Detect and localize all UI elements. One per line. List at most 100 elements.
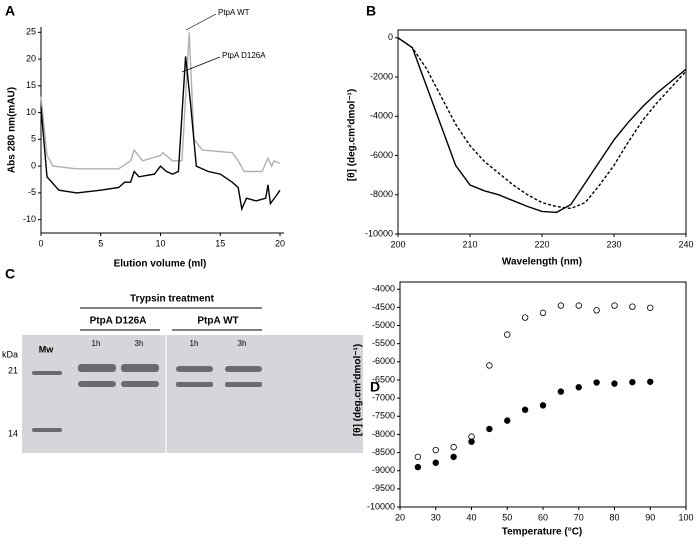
data-point [450, 443, 457, 451]
x-tick-label: 80 [609, 512, 619, 522]
group-label: PtpA WT [197, 316, 238, 327]
x-axis-title: Wavelength (nm) [502, 257, 582, 268]
y-tick-label: -5 [28, 187, 36, 197]
data-line [40, 32, 281, 173]
size-label: 14 [8, 428, 18, 438]
y-tick-label: -7500 [372, 411, 395, 421]
x-axis-title: Elution volume (ml) [114, 259, 207, 270]
y-tick-label: -10 [23, 214, 36, 224]
data-point [593, 379, 600, 386]
y-tick-label: 0 [31, 160, 36, 170]
y-tick-label: -6000 [370, 150, 393, 160]
treatment-label: Trypsin treatment [130, 294, 215, 305]
y-tick-label: -6000 [372, 356, 395, 366]
plot-frame [397, 29, 687, 235]
data-point [414, 453, 422, 461]
x-tick-label: 230 [606, 239, 621, 249]
data-point [504, 417, 511, 424]
y-tick-label: -5500 [372, 338, 395, 348]
y-tick-label: 5 [31, 134, 36, 144]
y-tick-label: 15 [26, 80, 36, 90]
data-point [611, 380, 618, 387]
y-tick-label: -9000 [372, 465, 395, 475]
x-tick-label: 210 [462, 239, 477, 249]
x-tick-label: 15 [215, 238, 225, 248]
lane-label: 3h [135, 339, 144, 348]
group-label: PtpA D126A [90, 316, 147, 327]
data-point [450, 453, 457, 461]
annotation-arrow [185, 13, 217, 31]
data-point [539, 402, 547, 409]
data-point [432, 446, 439, 454]
x-tick-label: 30 [431, 512, 441, 522]
x-tick-label: 60 [538, 512, 548, 522]
data-point [486, 425, 493, 433]
annotation: PtpA D126A [222, 51, 266, 60]
data-point [414, 463, 422, 471]
data-point [557, 388, 565, 395]
y-tick-label: -8500 [372, 447, 395, 457]
marker-label: Mw [39, 344, 54, 354]
data-point [629, 378, 636, 386]
y-tick-label: -9500 [372, 483, 395, 493]
data-point [611, 302, 618, 309]
y-tick-label: 20 [26, 53, 36, 63]
panel-label: B [366, 3, 376, 19]
size-label: 21 [8, 365, 18, 375]
y-tick-label: 10 [26, 107, 36, 117]
data-point [647, 304, 654, 311]
data-line [397, 37, 687, 214]
data-point [468, 438, 475, 445]
y-tick-label: -4000 [370, 111, 393, 121]
y-tick-label: -4500 [372, 302, 395, 312]
x-tick-label: 20 [395, 512, 405, 522]
y-tick-label: -8000 [372, 429, 395, 439]
data-point [486, 362, 493, 369]
lane-label: 1h [190, 339, 199, 348]
y-tick-label: 25 [26, 27, 36, 37]
x-tick-label: 10 [155, 238, 165, 248]
data-point [521, 314, 529, 321]
x-tick-label: 240 [678, 239, 693, 249]
x-tick-label: 40 [466, 512, 476, 522]
panel-label: A [5, 3, 15, 19]
y-tick-label: -5000 [372, 320, 395, 330]
y-tick-label: -8000 [370, 189, 393, 199]
data-point [504, 331, 511, 338]
data-point [647, 378, 654, 385]
unit-label: kDa [2, 349, 18, 359]
gel-panel: C Trypsin treatment PtpA D126A PtpA WT 1… [2, 266, 363, 453]
x-tick-label: 5 [98, 238, 103, 248]
y-tick-label: 0 [388, 32, 393, 42]
bands [32, 364, 262, 432]
x-tick-label: 200 [390, 239, 405, 249]
panel-label: D [370, 379, 380, 395]
data-point [539, 309, 547, 317]
x-tick-label: 100 [678, 512, 693, 522]
y-axis-title: [θ] (deg.cm²dmol⁻¹) [347, 89, 358, 181]
data-line [397, 37, 687, 210]
data-point [432, 459, 439, 466]
y-tick-label: -10000 [367, 501, 395, 511]
x-tick-label: 0 [38, 238, 43, 248]
y-tick-label: -4000 [372, 284, 395, 294]
x-tick-label: 20 [275, 238, 285, 248]
y-axis-title: Abs 280 nm(mAU) [7, 87, 18, 173]
lane-label: 1h [92, 339, 101, 348]
data-point [521, 406, 529, 413]
y-axis-title: [θ] (deg.cm²dmol⁻¹) [353, 344, 364, 436]
y-tick-label: -2000 [370, 71, 393, 81]
x-tick-label: 90 [645, 512, 655, 522]
panel-label: C [5, 266, 15, 282]
lane-label: 3h [238, 339, 247, 348]
x-axis-title: Temperature (°C) [502, 527, 583, 538]
y-tick-label: -10000 [365, 228, 393, 238]
annotation-arrow [181, 56, 221, 73]
x-tick-label: 50 [502, 512, 512, 522]
annotation: PtpA WT [218, 8, 250, 17]
y-tick-label: -6500 [372, 374, 395, 384]
data-point [575, 384, 582, 391]
x-tick-label: 220 [534, 239, 549, 249]
data-point [629, 303, 636, 310]
